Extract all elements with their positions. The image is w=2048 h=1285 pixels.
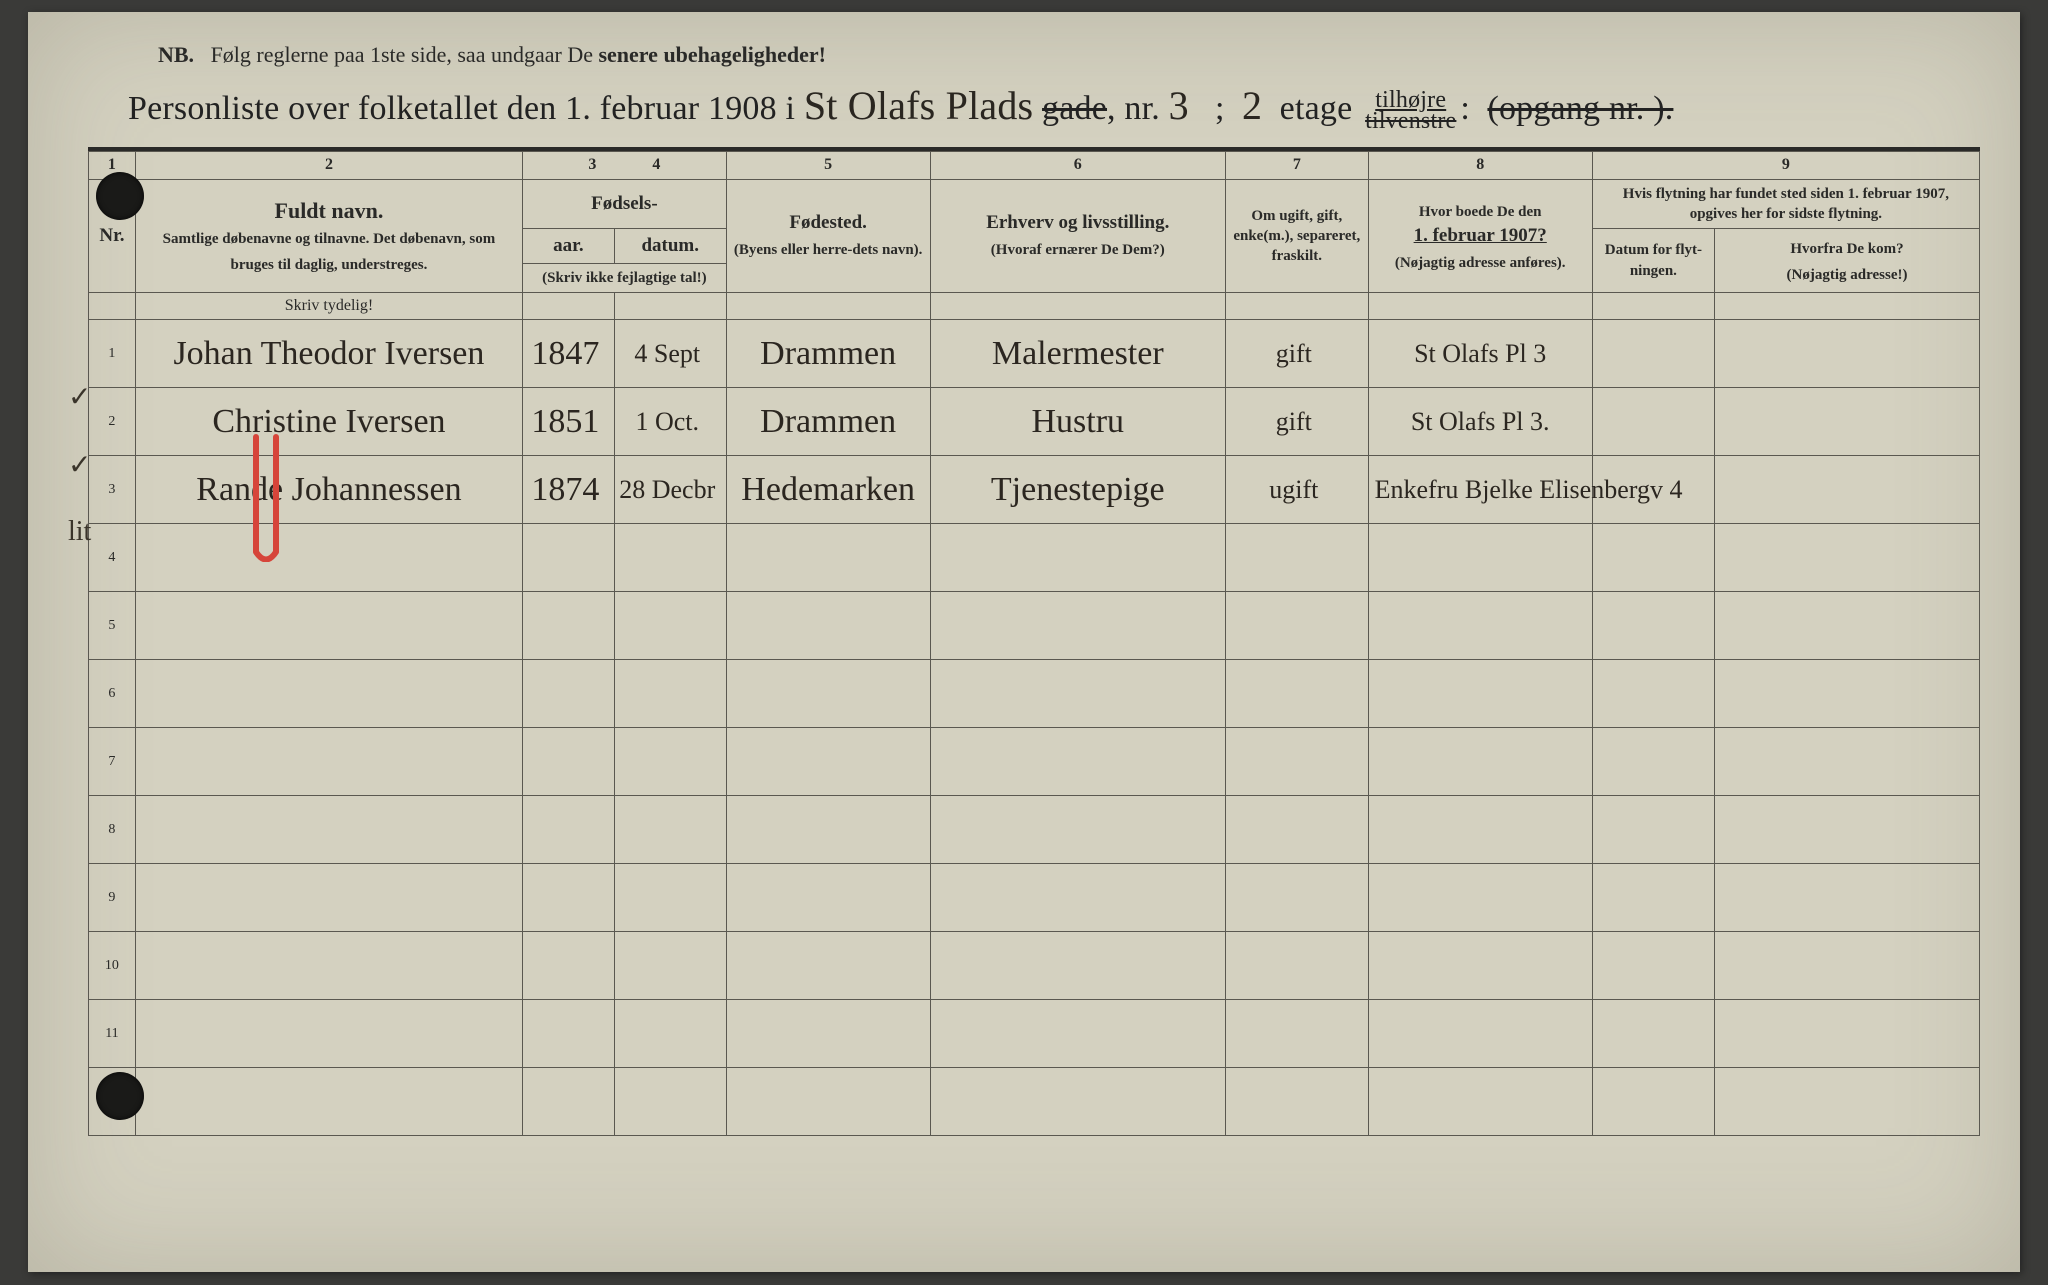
- census-form-page: NB. Følg reglerne paa 1ste side, saa und…: [28, 12, 2020, 1272]
- row-sted: Hedemarken: [726, 456, 930, 524]
- table-row-blank: 8: [89, 796, 1980, 864]
- title-street: St Olafs Plads: [804, 83, 1033, 128]
- title-opgang: (opgang nr. ).: [1487, 90, 1673, 127]
- row-erhverv: Tjenestepige: [930, 456, 1225, 524]
- punch-hole-top: [96, 172, 144, 220]
- nb-prefix: NB.: [158, 42, 194, 67]
- nb-text-a: Følg reglerne paa 1ste side, saa undgaar…: [211, 42, 593, 67]
- row-flyt-d: [1592, 320, 1714, 388]
- row-aar: 1847: [523, 320, 615, 388]
- row-erhverv: Hustru: [930, 388, 1225, 456]
- row-aar: 1874: [523, 456, 615, 524]
- row-name: Johan Theodor Iversen: [135, 320, 522, 388]
- colnum-5: 5: [726, 151, 930, 179]
- row-flyt-h: [1715, 388, 1980, 456]
- row-sted: Drammen: [726, 320, 930, 388]
- table-body: Skriv tydelig!1Johan Theodor Iversen1847…: [89, 293, 1980, 1136]
- row-flyt-h: [1715, 456, 1980, 524]
- colnum-row: 1 2 3 4 5 6 7 8 9: [89, 151, 1980, 179]
- row-addr: St Olafs Pl 3: [1368, 320, 1592, 388]
- row-flyt-h: [1715, 320, 1980, 388]
- hdr-addr1907: Hvor boede De den 1. februar 1907? (Nøja…: [1368, 179, 1592, 292]
- hdr-datum: datum.: [614, 229, 726, 264]
- row-civil: gift: [1226, 320, 1369, 388]
- title-nr-val: 3: [1169, 83, 1189, 128]
- table-row-blank: 4: [89, 524, 1980, 592]
- table-row: 2Christine Iversen18511 Oct.DrammenHustr…: [89, 388, 1980, 456]
- row-civil: ugift: [1226, 456, 1369, 524]
- row-nr: 1: [89, 320, 136, 388]
- skriv-tydelig: Skriv tydelig!: [135, 293, 522, 320]
- table-head: 1 2 3 4 5 6 7 8 9 Nr. Fuldt navn. Samtli…: [89, 151, 1980, 292]
- colnum-2: 2: [135, 151, 522, 179]
- row-datum: 28 Decbr: [614, 456, 726, 524]
- hdr-flyt-top: Hvis flytning har fundet sted siden 1. f…: [1592, 179, 1979, 229]
- hdr-erhverv: Erhverv og livsstilling. (Hvoraf ernærer…: [930, 179, 1225, 292]
- table-row-blank: 10: [89, 932, 1980, 1000]
- colnum-34: 3 4: [523, 151, 727, 179]
- table-row-blank: 6: [89, 660, 1980, 728]
- table-row-blank: 9: [89, 864, 1980, 932]
- hdr-fodsels: Fødsels-: [523, 179, 727, 229]
- title-semi: ;: [1215, 90, 1225, 127]
- row-datum: 1 Oct.: [614, 388, 726, 456]
- title-lead: Personliste over folketallet den 1. febr…: [128, 90, 795, 127]
- title-gade-strike: gade: [1042, 90, 1107, 127]
- row-civil: gift: [1226, 388, 1369, 456]
- row-nr: 3: [89, 456, 136, 524]
- skriv-tydelig-row: Skriv tydelig!: [89, 293, 1980, 320]
- census-table: 1 2 3 4 5 6 7 8 9 Nr. Fuldt navn. Samtli…: [88, 151, 1980, 1136]
- nb-text-b: senere ubehageligheder!: [598, 42, 826, 67]
- margin-checkmark: ✓: [68, 380, 91, 414]
- title-etage-label: etage: [1280, 90, 1353, 127]
- row-flyt-d: [1592, 388, 1714, 456]
- title-etage-val: 2: [1242, 83, 1262, 128]
- row-sted: Drammen: [726, 388, 930, 456]
- margin-checkmark: lit: [68, 516, 91, 548]
- hdr-name: Fuldt navn. Samtlige døbenavne og tilnav…: [135, 179, 522, 292]
- punch-hole-bottom: [96, 1072, 144, 1120]
- table-row: 1Johan Theodor Iversen18474 SeptDrammenM…: [89, 320, 1980, 388]
- colnum-6: 6: [930, 151, 1225, 179]
- table-row: 3Rande Johannessen187428 DecbrHedemarken…: [89, 456, 1980, 524]
- table-row-blank: 7: [89, 728, 1980, 796]
- row-datum: 4 Sept: [614, 320, 726, 388]
- hdr-fodsels-sub: (Skriv ikke fejlagtige tal!): [523, 263, 727, 292]
- row-addr: St Olafs Pl 3.: [1368, 388, 1592, 456]
- table-row-blank: 11: [89, 1000, 1980, 1068]
- hdr-fodested: Fødested. (Byens eller herre-dets navn).: [726, 179, 930, 292]
- row-nr: 2: [89, 388, 136, 456]
- hdr-flyt-hvorfra: Hvorfra De kom? (Nøjagtig adresse!): [1715, 229, 1980, 293]
- colnum-7: 7: [1226, 151, 1369, 179]
- table-row-blank: 5: [89, 592, 1980, 660]
- header-row-1: Nr. Fuldt navn. Samtlige døbenavne og ti…: [89, 179, 1980, 229]
- hdr-aar: aar.: [523, 229, 615, 264]
- title-side-bottom: tilvenstre: [1365, 108, 1456, 134]
- table-row-blank: 12: [89, 1068, 1980, 1136]
- row-aar: 1851: [523, 388, 615, 456]
- title-nr-label: , nr.: [1107, 90, 1160, 127]
- row-name: Christine Iversen: [135, 388, 522, 456]
- colnum-8: 8: [1368, 151, 1592, 179]
- hdr-civil: Om ugift, gift, enke(m.), separeret, fra…: [1226, 179, 1369, 292]
- row-name: Rande Johannessen: [135, 456, 522, 524]
- colnum-9: 9: [1592, 151, 1979, 179]
- row-addr: Enkefru Bjelke Elisenbergv 4: [1368, 456, 1592, 524]
- nb-instruction: NB. Følg reglerne paa 1ste side, saa und…: [158, 42, 1980, 68]
- form-title: Personliste over folketallet den 1. febr…: [128, 82, 1980, 133]
- margin-checkmark: ✓: [68, 448, 91, 482]
- hdr-flyt-datum: Datum for flyt-ningen.: [1592, 229, 1714, 293]
- row-erhverv: Malermester: [930, 320, 1225, 388]
